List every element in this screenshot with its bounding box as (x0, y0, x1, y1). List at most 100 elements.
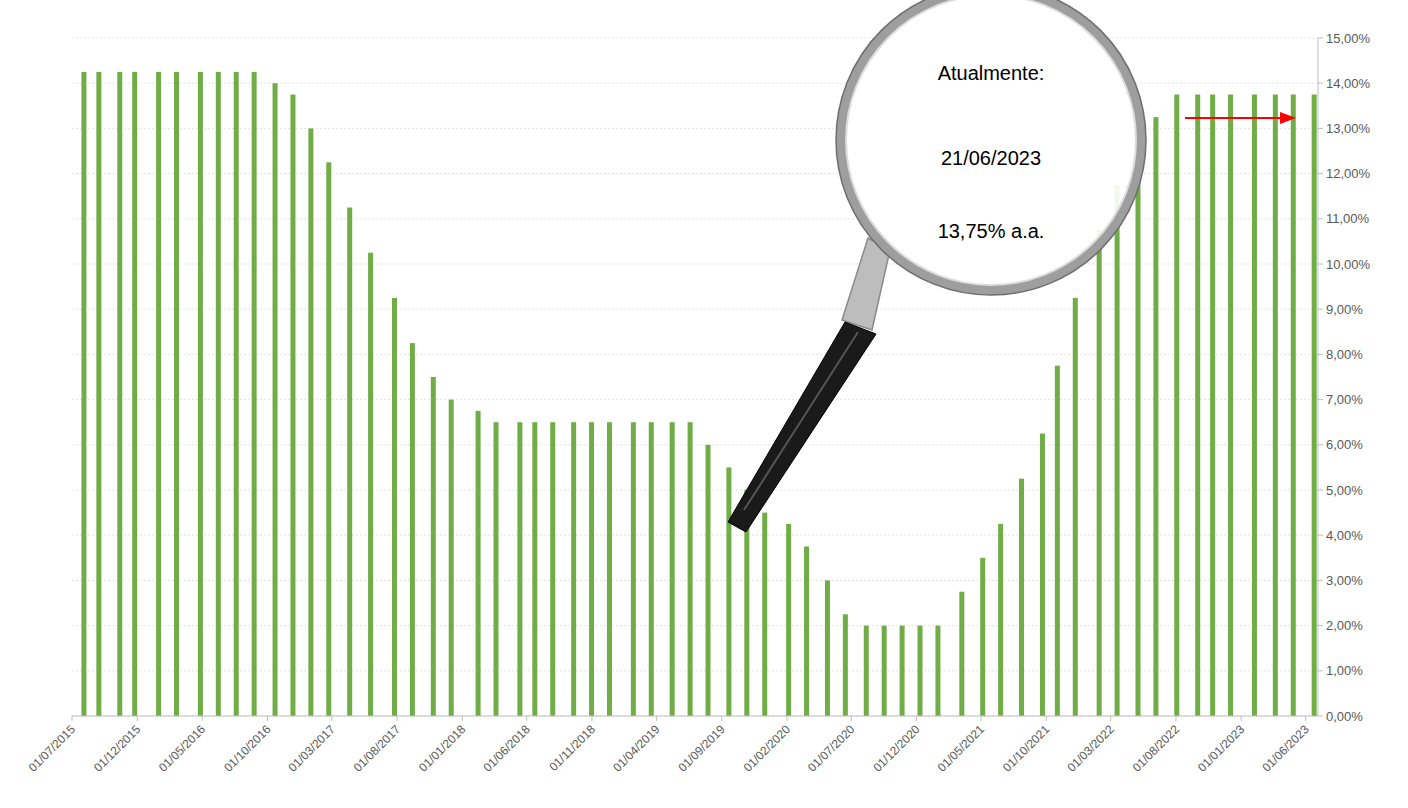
x-tick (786, 716, 787, 721)
bar (935, 626, 940, 716)
bar (1097, 230, 1102, 716)
bar (688, 422, 693, 716)
y-tick-label: 9,00% (1326, 302, 1363, 317)
x-axis-line (72, 716, 1318, 717)
y-tick (1318, 218, 1323, 219)
arrow (1185, 112, 1296, 124)
x-tick (267, 716, 268, 721)
bar (96, 72, 101, 716)
x-tick (137, 716, 138, 721)
arrow-shaft (1185, 117, 1282, 119)
x-tick-label: 01/12/2015 (91, 722, 144, 775)
chart: 0,00%1,00%2,00%3,00%4,00%5,00%6,00%7,00%… (0, 0, 1408, 808)
bar (1252, 95, 1257, 717)
x-tick (72, 716, 73, 721)
y-tick (1318, 399, 1323, 400)
y-tick (1318, 580, 1323, 581)
y-tick-label: 4,00% (1326, 528, 1363, 543)
y-tick-label: 1,00% (1326, 663, 1363, 678)
y-tick (1318, 264, 1323, 265)
grid-line (72, 218, 1318, 219)
y-axis: 0,00%1,00%2,00%3,00%4,00%5,00%6,00%7,00%… (1318, 31, 1371, 724)
bar (1228, 95, 1233, 717)
y-tick-label: 12,00% (1326, 166, 1371, 181)
magnifier-rim-inner (846, 0, 1136, 285)
bar (431, 377, 436, 716)
bar (864, 626, 869, 716)
y-tick-label: 2,00% (1326, 618, 1363, 633)
bar (607, 422, 612, 716)
annotations: Atualmente:21/06/202313,75% a.a. (938, 62, 1045, 242)
bar (1210, 95, 1215, 717)
bar (1153, 117, 1158, 716)
grid-line (72, 580, 1318, 581)
x-tick-label: 01/01/2018 (416, 722, 469, 775)
bar (762, 513, 767, 716)
y-axis-line (1318, 38, 1319, 716)
x-tick-label: 01/04/2019 (610, 722, 663, 775)
y-tick (1318, 535, 1323, 536)
bar (449, 400, 454, 716)
y-tick-label: 13,00% (1326, 121, 1371, 136)
y-tick (1318, 490, 1323, 491)
bar (1273, 95, 1278, 717)
grid-line (72, 399, 1318, 400)
x-tick-label: 01/03/2017 (286, 722, 339, 775)
y-tick (1318, 83, 1323, 84)
bar (825, 580, 830, 716)
y-tick-label: 3,00% (1326, 573, 1363, 588)
bar (980, 558, 985, 716)
x-tick-label: 01/05/2021 (935, 722, 988, 775)
x-tick (462, 716, 463, 721)
bar (1115, 185, 1120, 716)
bar (726, 467, 731, 716)
bar (1040, 434, 1045, 717)
bar (326, 162, 331, 716)
grid-line (72, 625, 1318, 626)
annotation: 13,75% a.a. (938, 220, 1045, 242)
x-tick-label: 01/03/2022 (1064, 722, 1117, 775)
y-tick (1318, 173, 1323, 174)
y-tick (1318, 716, 1323, 717)
bar (550, 422, 555, 716)
x-tick-label: 01/07/2015 (26, 722, 79, 775)
grid-line (72, 490, 1318, 491)
grid-line (72, 354, 1318, 355)
y-tick-label: 5,00% (1326, 483, 1363, 498)
bar (368, 253, 373, 716)
grid-line (72, 535, 1318, 536)
x-tick-label: 01/07/2020 (805, 722, 858, 775)
grid-line (72, 444, 1318, 445)
bar (843, 614, 848, 716)
bar (998, 524, 1003, 716)
y-tick-label: 15,00% (1326, 31, 1371, 46)
y-tick-label: 10,00% (1326, 257, 1371, 272)
y-tick-label: 11,00% (1326, 211, 1370, 226)
bar (517, 422, 522, 716)
x-tick (916, 716, 917, 721)
y-tick-label: 6,00% (1326, 437, 1363, 452)
magnifier-handle (728, 322, 876, 532)
x-tick (1046, 716, 1047, 721)
bar (308, 128, 313, 716)
bar (273, 83, 278, 716)
bar (132, 72, 137, 716)
y-tick (1318, 309, 1323, 310)
x-tick (851, 716, 852, 721)
bar (706, 445, 711, 716)
x-tick-label: 01/11/2018 (546, 722, 598, 774)
bar (1174, 95, 1179, 717)
grid-line (72, 38, 1318, 39)
annotation: 21/06/2023 (941, 147, 1041, 169)
bar (918, 626, 923, 716)
bar (959, 592, 964, 716)
magnifier (728, 0, 1146, 532)
bar (476, 411, 481, 716)
bar (234, 72, 239, 716)
bar (571, 422, 576, 716)
x-tick-label: 01/10/2021 (1000, 722, 1053, 775)
x-tick-label: 01/05/2016 (156, 722, 209, 775)
bar (631, 422, 636, 716)
x-tick (1110, 716, 1111, 721)
bar (347, 208, 352, 717)
